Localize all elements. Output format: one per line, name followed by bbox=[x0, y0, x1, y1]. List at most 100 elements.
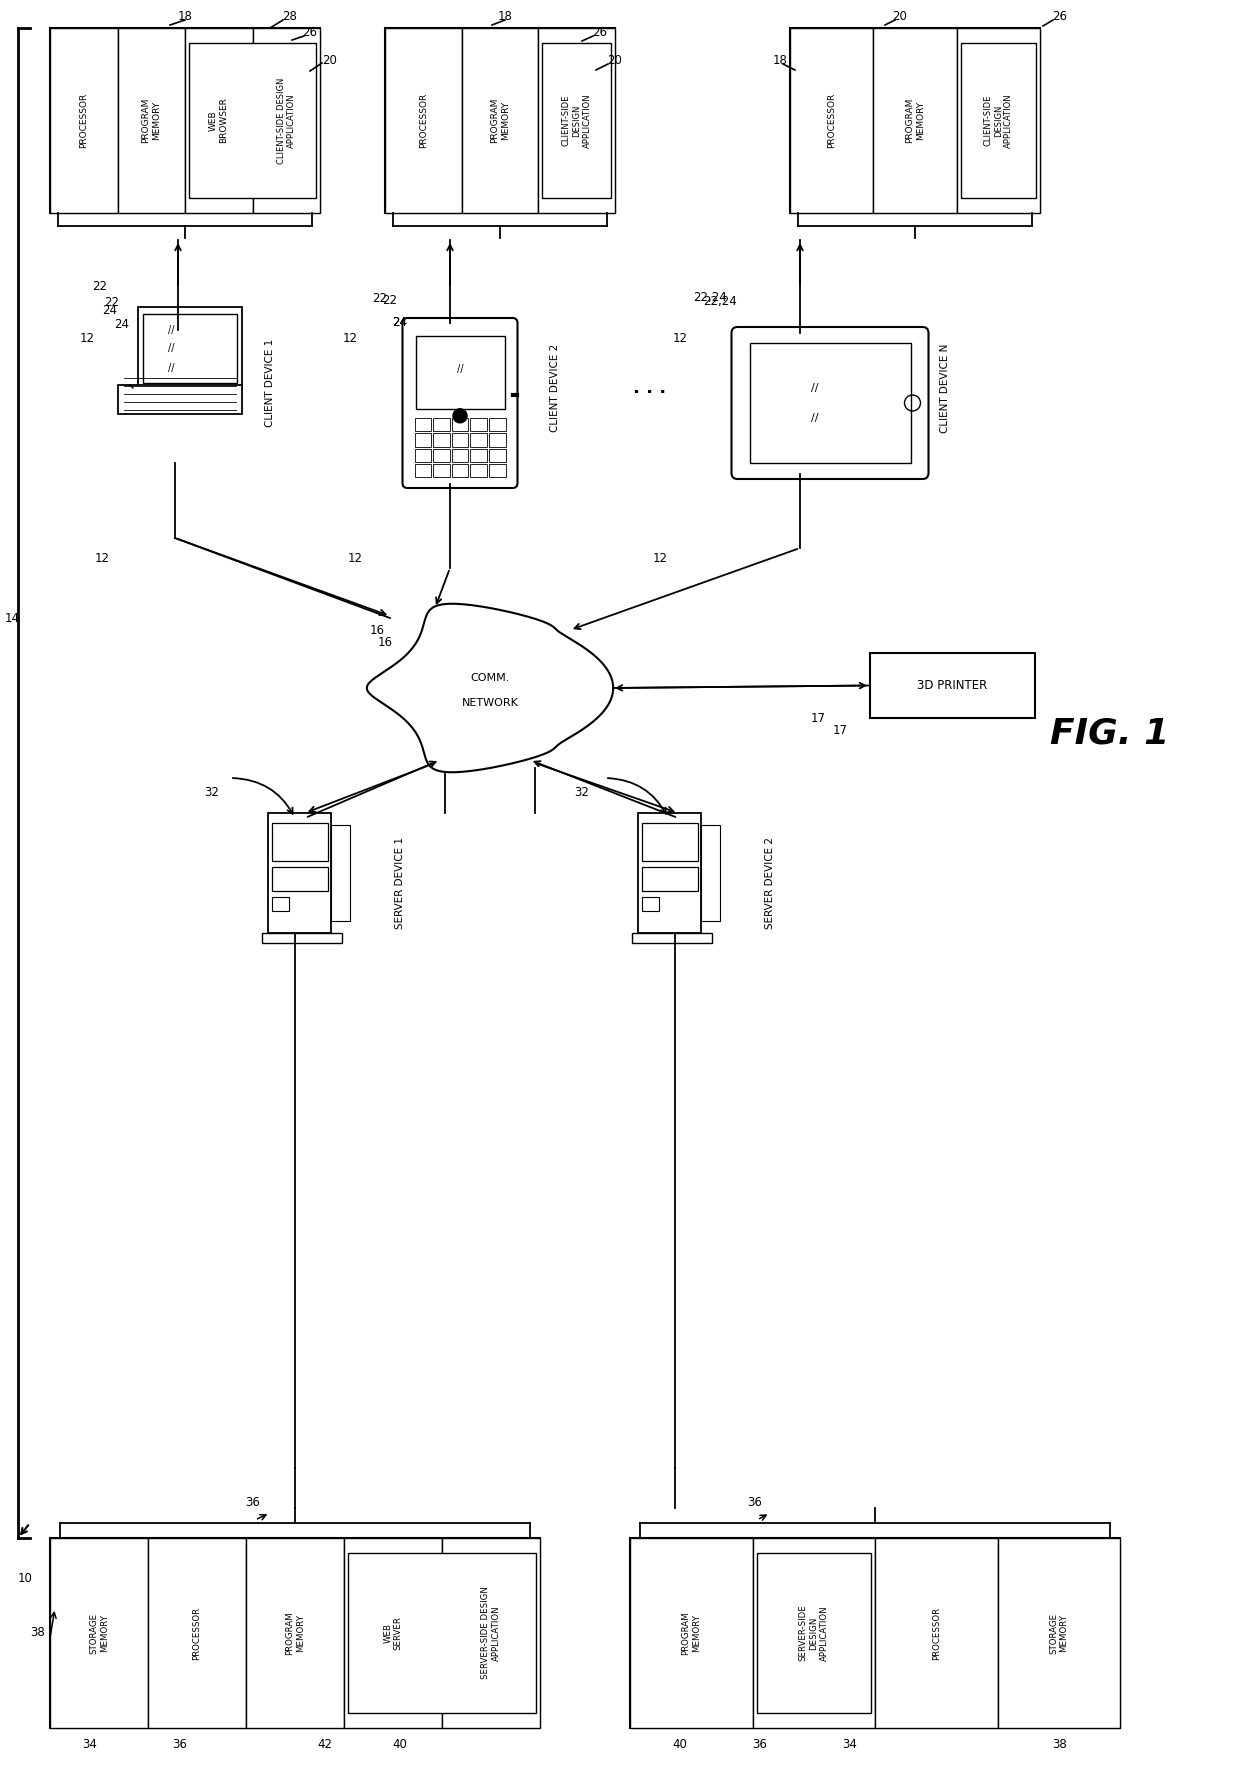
Bar bbox=[433, 434, 450, 446]
Bar bbox=[641, 823, 698, 861]
Text: CLIENT-SIDE
DESIGN
APPLICATION: CLIENT-SIDE DESIGN APPLICATION bbox=[562, 92, 591, 148]
Bar bbox=[384, 28, 615, 213]
Text: 17: 17 bbox=[832, 724, 847, 736]
Bar bbox=[246, 1538, 343, 1728]
Bar bbox=[138, 308, 242, 388]
Text: 34: 34 bbox=[83, 1737, 98, 1751]
Text: PROCESSOR: PROCESSOR bbox=[192, 1607, 201, 1659]
Text: SERVER-SIDE
DESIGN
APPLICATION: SERVER-SIDE DESIGN APPLICATION bbox=[799, 1604, 828, 1661]
Text: 22: 22 bbox=[104, 297, 119, 309]
Bar bbox=[961, 43, 1035, 197]
Bar bbox=[538, 28, 615, 213]
Bar bbox=[470, 448, 487, 462]
Bar bbox=[489, 448, 506, 462]
Bar bbox=[433, 418, 450, 432]
Bar bbox=[641, 868, 698, 891]
Text: CLIENT-SIDE DESIGN
APPLICATION: CLIENT-SIDE DESIGN APPLICATION bbox=[277, 76, 296, 164]
Text: CLIENT DEVICE 1: CLIENT DEVICE 1 bbox=[265, 340, 275, 427]
Text: 12: 12 bbox=[94, 551, 109, 564]
Text: 24: 24 bbox=[103, 304, 118, 316]
Bar bbox=[461, 28, 538, 213]
Text: 20: 20 bbox=[608, 53, 622, 66]
Text: 12: 12 bbox=[347, 551, 362, 564]
FancyBboxPatch shape bbox=[732, 327, 929, 478]
Text: 38: 38 bbox=[31, 1627, 46, 1639]
Bar bbox=[641, 896, 658, 912]
Text: SERVER DEVICE 1: SERVER DEVICE 1 bbox=[396, 837, 405, 928]
Text: //: // bbox=[811, 412, 818, 423]
Text: 3D PRINTER: 3D PRINTER bbox=[918, 679, 987, 692]
Text: 40: 40 bbox=[393, 1737, 408, 1751]
Text: 36: 36 bbox=[748, 1495, 763, 1508]
Bar bbox=[630, 1538, 753, 1728]
Text: 32: 32 bbox=[205, 786, 219, 800]
Bar bbox=[414, 418, 432, 432]
Bar bbox=[185, 28, 253, 213]
Bar bbox=[451, 464, 469, 477]
Bar bbox=[414, 434, 432, 446]
Bar bbox=[272, 868, 329, 891]
Text: 36: 36 bbox=[753, 1737, 768, 1751]
Text: 18: 18 bbox=[497, 9, 512, 23]
Bar bbox=[451, 418, 469, 432]
Text: 12: 12 bbox=[342, 331, 357, 345]
Bar bbox=[756, 1554, 870, 1712]
Bar bbox=[414, 448, 432, 462]
Bar bbox=[415, 336, 505, 409]
Bar bbox=[470, 418, 487, 432]
Bar bbox=[50, 28, 320, 213]
Text: NETWORK: NETWORK bbox=[461, 699, 518, 708]
Text: //: // bbox=[169, 363, 175, 373]
Text: 10: 10 bbox=[17, 1572, 32, 1584]
Polygon shape bbox=[367, 605, 614, 772]
Text: 22: 22 bbox=[93, 279, 108, 293]
Bar bbox=[148, 1538, 246, 1728]
Text: //: // bbox=[169, 325, 175, 334]
Bar bbox=[470, 464, 487, 477]
Bar bbox=[433, 464, 450, 477]
Bar bbox=[542, 43, 611, 197]
Bar bbox=[143, 315, 237, 382]
Bar bbox=[489, 434, 506, 446]
Bar bbox=[489, 464, 506, 477]
Text: 24: 24 bbox=[114, 318, 129, 331]
Bar bbox=[489, 418, 506, 432]
Text: 12: 12 bbox=[672, 331, 687, 345]
Text: 36: 36 bbox=[246, 1495, 260, 1508]
Bar bbox=[50, 28, 118, 213]
Bar bbox=[268, 813, 331, 933]
Text: WEB
SERVER: WEB SERVER bbox=[383, 1616, 403, 1650]
Text: 28: 28 bbox=[283, 9, 298, 23]
Bar bbox=[441, 1538, 539, 1728]
Bar bbox=[118, 28, 185, 213]
Bar bbox=[272, 896, 289, 912]
Bar bbox=[790, 28, 1040, 213]
Text: 36: 36 bbox=[172, 1737, 187, 1751]
Text: //: // bbox=[456, 364, 464, 373]
Text: 22,24: 22,24 bbox=[693, 292, 727, 304]
Circle shape bbox=[453, 409, 467, 423]
Text: PROGRAM
MEMORY: PROGRAM MEMORY bbox=[490, 98, 510, 144]
Text: PROCESSOR: PROCESSOR bbox=[79, 92, 88, 148]
Bar bbox=[50, 1538, 148, 1728]
Text: SERVER DEVICE 2: SERVER DEVICE 2 bbox=[765, 837, 775, 928]
Text: 26: 26 bbox=[593, 27, 608, 39]
Text: 42: 42 bbox=[317, 1737, 332, 1751]
Bar bbox=[753, 1538, 875, 1728]
Text: 20: 20 bbox=[322, 53, 337, 66]
Bar bbox=[451, 434, 469, 446]
Text: STORAGE
MEMORY: STORAGE MEMORY bbox=[1049, 1613, 1069, 1654]
Bar bbox=[253, 28, 320, 213]
Bar bbox=[272, 823, 329, 861]
Text: 16: 16 bbox=[370, 624, 384, 637]
Text: PROGRAM
MEMORY: PROGRAM MEMORY bbox=[905, 98, 925, 144]
Text: 26: 26 bbox=[1053, 9, 1068, 23]
Bar bbox=[348, 1554, 536, 1712]
Bar bbox=[262, 933, 342, 942]
Bar bbox=[451, 448, 469, 462]
Bar bbox=[630, 1538, 1120, 1728]
Text: PROCESSOR: PROCESSOR bbox=[419, 92, 428, 148]
Bar bbox=[749, 343, 910, 462]
Text: PROGRAM
MEMORY: PROGRAM MEMORY bbox=[285, 1611, 305, 1655]
Text: PROCESSOR: PROCESSOR bbox=[931, 1607, 941, 1659]
